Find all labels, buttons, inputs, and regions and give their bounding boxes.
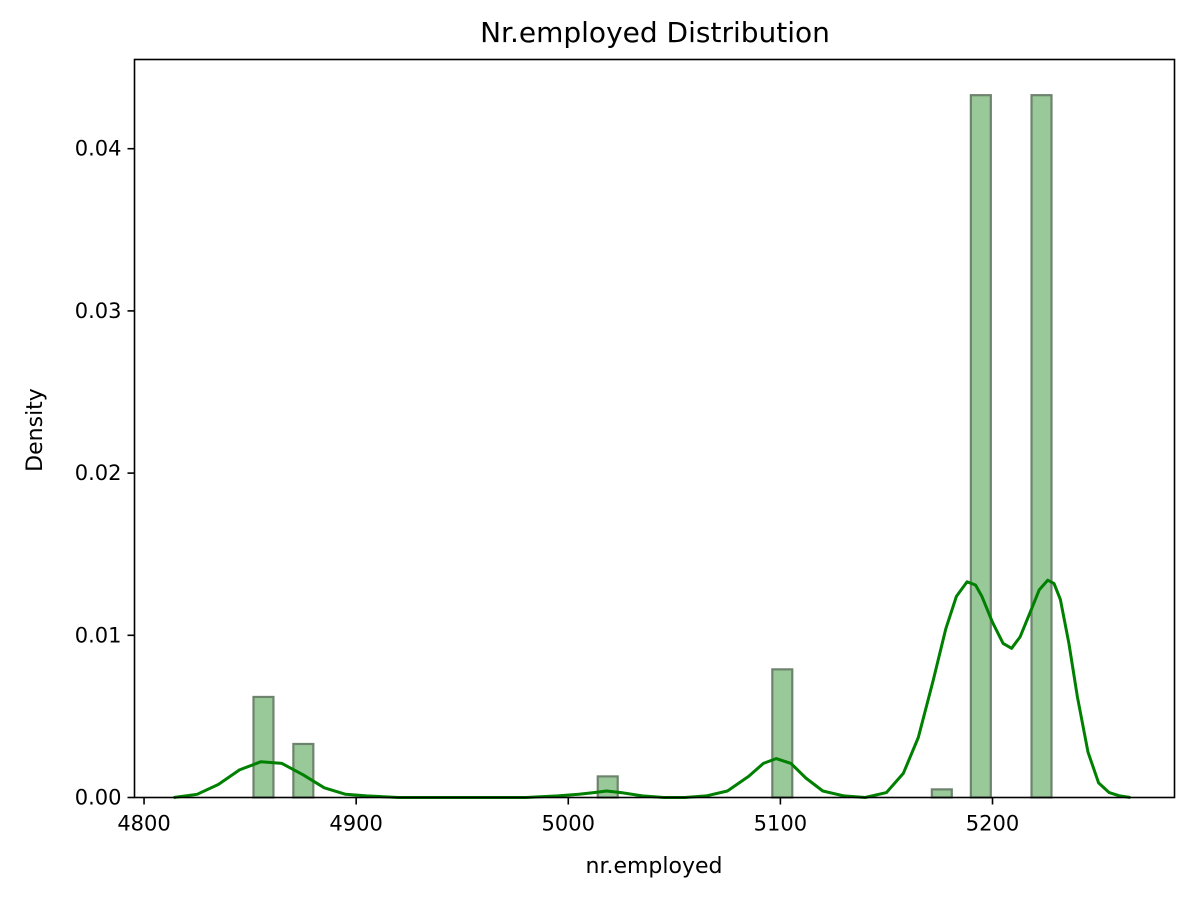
- plot-area: [173, 94, 1131, 799]
- histogram-bar: [969, 94, 992, 799]
- histogram-bar: [771, 668, 794, 799]
- x-axis: 4800 4900 5000 5100 5200: [117, 797, 1019, 836]
- x-axis-label: nr.employed: [586, 854, 723, 879]
- y-tick-label: 0.00: [75, 786, 122, 810]
- axes-frame: [133, 58, 1176, 799]
- y-tick-label: 0.02: [75, 461, 122, 485]
- histogram-bar: [1030, 94, 1053, 799]
- chart-title: Nr.employed Distribution: [480, 16, 830, 49]
- y-axis-label: Density: [23, 388, 48, 472]
- y-tick-label: 0.01: [75, 623, 122, 647]
- y-tick-label: 0.03: [75, 299, 122, 323]
- x-tick-label: 5100: [754, 812, 807, 836]
- x-tick-label: 5000: [542, 812, 595, 836]
- kde-line: [173, 578, 1131, 799]
- x-tick-label: 4800: [117, 812, 170, 836]
- y-axis: 0.00 0.01 0.02 0.03 0.04: [75, 137, 135, 810]
- x-tick-label: 4900: [329, 812, 382, 836]
- y-tick-label: 0.04: [75, 137, 122, 161]
- x-tick-label: 5200: [966, 812, 1019, 836]
- histogram-bar: [596, 775, 619, 799]
- histogram-bar: [930, 788, 953, 799]
- histogram-bar: [252, 695, 275, 799]
